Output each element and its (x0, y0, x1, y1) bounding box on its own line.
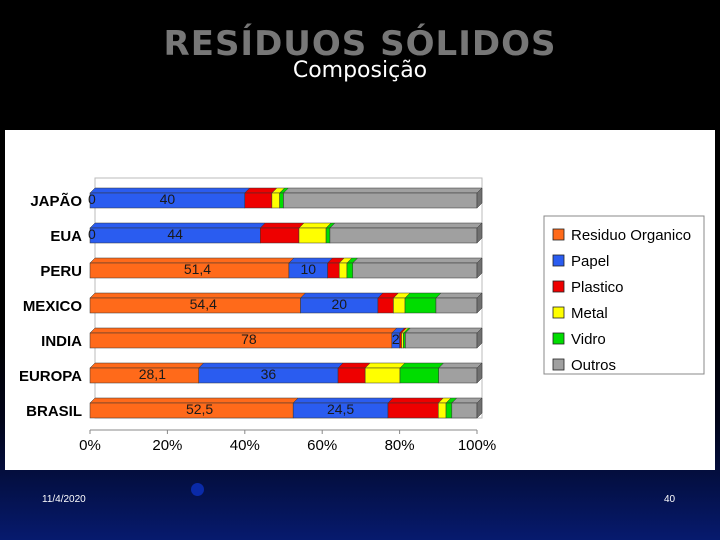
slide-subtitle: Composição (292, 58, 428, 83)
bar-mexico-outros (435, 297, 478, 314)
legend-label-plastico: Plastico (571, 279, 624, 296)
bar-europa-metal-top (364, 362, 406, 369)
bar-eua-metal (298, 227, 327, 244)
bar-peru-plastico (327, 262, 340, 279)
bar-mexico-vidro-top (404, 292, 442, 299)
bar-brasil-side (476, 397, 483, 419)
decorative-dot (191, 483, 204, 496)
x-tick-label-4: 80% (385, 437, 415, 454)
bar-europa-plastico (337, 367, 366, 384)
bar-japao-outros-top (282, 187, 483, 194)
bar-europa-metal (364, 367, 401, 384)
bar-europa-outros-top (438, 362, 483, 369)
data-label-india-residuo-organico: 78 (241, 331, 257, 347)
category-label-mexico: MEXICO (23, 298, 83, 315)
bar-europa-plastico-top (337, 362, 371, 369)
legend-swatch-metal (552, 306, 565, 319)
footer-date: 11/4/2020 (42, 494, 86, 505)
data-label-peru-residuo-organico: 51,4 (184, 261, 211, 277)
bar-peru-outros (352, 262, 478, 279)
bar-japao-vidro (279, 192, 284, 209)
bar-eua-metal-top (298, 222, 332, 229)
legend-swatch-residuo-organico (552, 228, 565, 241)
bar-india-vidro (403, 332, 406, 349)
legend-swatch-plastico (552, 280, 565, 293)
bar-mexico-metal (393, 297, 406, 314)
bar-peru-outros-top (352, 257, 483, 264)
data-label-europa-papel: 36 (261, 366, 277, 382)
bar-eua-outros (329, 227, 478, 244)
bar-peru-metal (338, 262, 348, 279)
slide-title: RESÍDUOS SÓLIDOS (163, 24, 557, 64)
category-label-eua: EUA (50, 228, 82, 245)
legend-label-metal: Metal (571, 305, 608, 322)
x-tick-label-3: 60% (307, 437, 337, 454)
bar-brasil-plastico (387, 402, 439, 419)
data-label-peru-papel: 10 (300, 261, 316, 277)
bar-india-outros-top (404, 327, 483, 334)
bar-europa-side (476, 362, 483, 384)
bar-eua-side (476, 222, 483, 244)
bar-europa-outros (438, 367, 478, 384)
bar-mexico-side (476, 292, 483, 314)
legend-swatch-vidro (552, 332, 565, 345)
category-label-brasil: BRASIL (26, 403, 82, 420)
data-label-mexico-papel: 20 (331, 296, 347, 312)
legend-label-vidro: Vidro (571, 331, 606, 348)
data-label-brasil-residuo-organico: 52,5 (186, 401, 213, 417)
bar-brasil-plastico-top (387, 397, 444, 404)
bar-india-metal (401, 332, 404, 349)
category-label-europa: EUROPA (19, 368, 82, 385)
bar-mexico-plastico (377, 297, 394, 314)
category-label-japao: JAPÃO (30, 192, 82, 210)
data-label-india-papel: 2 (392, 331, 400, 347)
bar-eua-vidro (325, 227, 331, 244)
bar-brasil-outros (451, 402, 478, 419)
bar-japao-side (476, 187, 483, 209)
x-tick-label-2: 40% (230, 437, 260, 454)
data-label-japao-papel: 40 (160, 191, 176, 207)
bar-europa-vidro-top (399, 362, 445, 369)
category-label-peru: PERU (40, 263, 82, 280)
bar-eua-outros-top (329, 222, 483, 229)
data-label-eua-residuo-organico: 0 (88, 226, 96, 242)
legend-swatch-papel (552, 254, 565, 267)
category-label-india: INDIA (41, 333, 82, 350)
bar-brasil-metal (438, 402, 447, 419)
bar-eua-plastico-top (259, 222, 305, 229)
x-tick-label-5: 100% (458, 437, 496, 454)
bar-eua-plastico (260, 227, 300, 244)
bar-japao-metal (271, 192, 280, 209)
data-label-japao-residuo-organico: 0 (88, 191, 96, 207)
x-tick-label-0: 0% (79, 437, 101, 454)
stacked-bar-chart: JAPÃO EUA PERU MEXICO INDIA EUROPA BRASIL 0 40 0 4… (19, 177, 705, 454)
bar-brasil-vidro (445, 402, 453, 419)
bar-india-plastico (399, 332, 402, 349)
bar-india-side (476, 327, 483, 349)
bar-india-outros (405, 332, 478, 349)
legend-swatch-outros (552, 358, 565, 371)
chart-panel: JAPÃO EUA PERU MEXICO INDIA EUROPA BRASIL 0 40 0 4… (5, 130, 715, 470)
bar-mexico-outros-top (435, 292, 483, 299)
bar-japao-outros (283, 192, 478, 209)
legend-label-outros: Outros (571, 357, 616, 374)
data-label-europa-residuo-organico: 28,1 (139, 366, 166, 382)
page-number: 40 (664, 494, 676, 505)
bar-japao-plastico (244, 192, 273, 209)
legend-label-papel: Papel (571, 253, 609, 270)
bar-mexico-vidro (404, 297, 437, 314)
x-tick-label-1: 20% (152, 437, 182, 454)
bar-peru-vidro (346, 262, 354, 279)
legend-label-residuo-organico: Residuo Organico (571, 227, 691, 244)
data-label-mexico-residuo-organico: 54,4 (190, 296, 217, 312)
legend-box (543, 215, 705, 375)
bar-japao-plastico-top (244, 187, 278, 194)
bar-peru-side (476, 257, 483, 279)
bar-europa-vidro (399, 367, 439, 384)
data-label-eua-papel: 44 (167, 226, 183, 242)
data-label-brasil-papel: 24,5 (327, 401, 354, 417)
